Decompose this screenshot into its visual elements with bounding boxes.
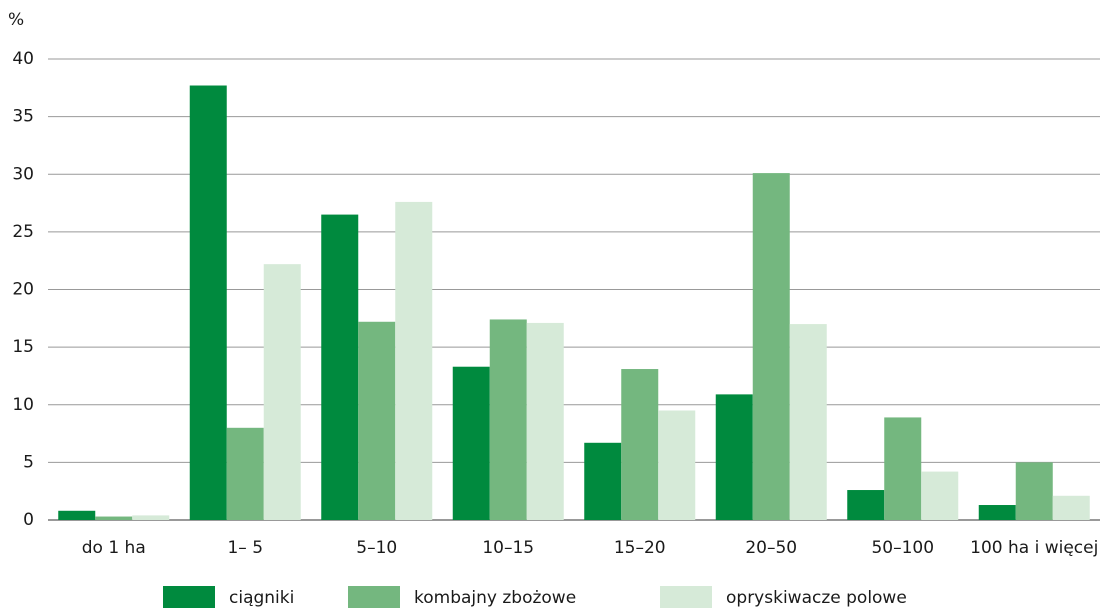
- y-tick-label: 25: [12, 222, 34, 242]
- bar: [715, 394, 753, 520]
- bar: [584, 442, 622, 520]
- bar: [95, 516, 133, 520]
- bar: [189, 85, 227, 520]
- legend-swatch: [348, 586, 400, 608]
- x-tick-label: 15–20: [614, 538, 666, 558]
- x-tick-label: 100 ha i więcej: [970, 538, 1098, 558]
- x-tick-label: 50–100: [871, 538, 934, 558]
- y-tick-label: 0: [23, 510, 34, 530]
- bar: [752, 173, 790, 520]
- bar: [132, 515, 170, 520]
- bar: [489, 319, 527, 520]
- y-tick-label: 30: [12, 164, 34, 184]
- bar: [847, 490, 885, 520]
- legend-label: opryskiwacze polowe: [726, 588, 907, 608]
- y-tick-label: 5: [23, 452, 34, 472]
- bar: [395, 201, 433, 520]
- y-tick-label: 40: [12, 49, 34, 69]
- y-tick-label: 35: [12, 107, 34, 127]
- bar: [358, 321, 396, 520]
- y-tick-label: 20: [12, 280, 34, 300]
- x-tick-label: 10–15: [482, 538, 534, 558]
- x-tick-label: 1– 5: [227, 538, 263, 558]
- bar: [621, 369, 659, 520]
- bar: [1015, 462, 1053, 520]
- y-tick-label: 15: [12, 337, 34, 357]
- bar: [658, 410, 696, 520]
- bar: [921, 471, 959, 520]
- bar: [226, 427, 264, 520]
- x-tick-label: 5–10: [356, 538, 397, 558]
- bar: [978, 505, 1016, 520]
- bar: [1052, 495, 1090, 520]
- legend-label: ciągniki: [229, 588, 294, 608]
- y-axis-unit: %: [8, 10, 24, 30]
- legend-swatch: [660, 586, 712, 608]
- bar: [321, 214, 359, 520]
- bar: [789, 324, 827, 520]
- bar: [526, 322, 564, 520]
- bar: [58, 510, 96, 520]
- legend-label: kombajny zbożowe: [414, 588, 576, 608]
- bar: [884, 417, 922, 520]
- y-tick-label: 10: [12, 395, 34, 415]
- bar: [263, 264, 301, 520]
- bar: [452, 366, 490, 520]
- legend-swatch: [163, 586, 215, 608]
- x-tick-label: do 1 ha: [82, 538, 146, 558]
- x-tick-label: 20–50: [745, 538, 797, 558]
